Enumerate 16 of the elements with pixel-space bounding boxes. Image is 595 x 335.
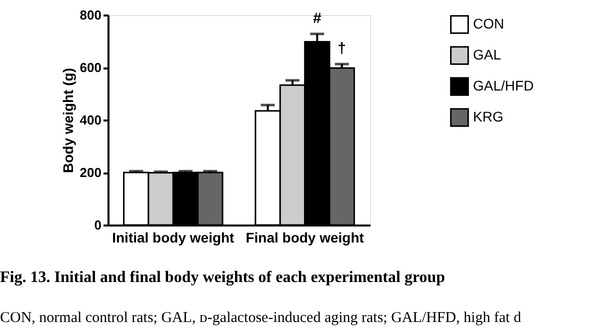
- text: CON, normal control rats; GAL, ᴅ-galactose-induced aging rats; GAL/HFD, high fat d: [0, 310, 522, 326]
- y-axis-title: Body weight (g): [60, 68, 76, 173]
- y-tick-label: 400: [80, 112, 102, 128]
- x-tick-label: Final body weight: [246, 230, 364, 246]
- y-tick-label: 0: [94, 218, 102, 232]
- annotation: #: [313, 10, 322, 27]
- legend-label: GAL/HFD: [473, 78, 534, 94]
- annotation: †: [338, 40, 346, 58]
- x-tick-label: Initial body weight: [112, 230, 235, 246]
- legend-label: KRG: [473, 108, 504, 124]
- y-tick-label: 200: [80, 165, 102, 180]
- legend-label: CON: [473, 16, 504, 32]
- legend-label: GAL: [473, 46, 502, 62]
- caption: Fig. 13. Initial and final body weights of each experimental group: [0, 269, 446, 286]
- y-tick-label: 600: [80, 60, 102, 75]
- y-tick-label: 800: [80, 8, 102, 22]
